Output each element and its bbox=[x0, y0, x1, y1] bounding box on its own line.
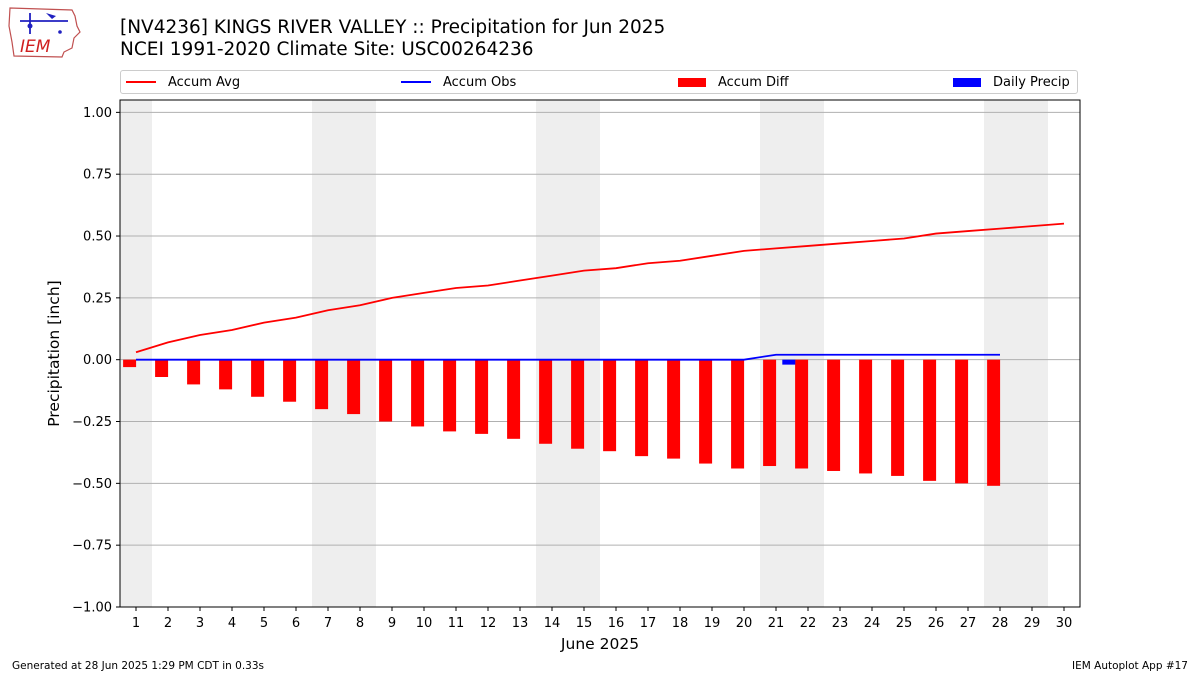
x-tick-label: 25 bbox=[896, 616, 913, 631]
legend-label-accum-avg: Accum Avg bbox=[168, 74, 241, 90]
y-tick-label: 0.50 bbox=[83, 230, 112, 245]
accum-diff-bar bbox=[539, 359, 553, 444]
legend-swatch-accum-diff bbox=[678, 77, 706, 87]
chart-title: [NV4236] KINGS RIVER VALLEY :: Precipita… bbox=[120, 17, 665, 61]
accum-diff-bar bbox=[827, 359, 841, 471]
x-tick-label: 22 bbox=[800, 616, 817, 631]
legend-swatch-daily-precip bbox=[953, 77, 981, 87]
legend-swatch-accum-avg bbox=[126, 81, 156, 83]
accum-diff-bar bbox=[763, 359, 777, 467]
accum-diff-bar bbox=[891, 359, 905, 476]
x-tick-label: 20 bbox=[736, 616, 753, 631]
weekend-band-1 bbox=[312, 100, 376, 607]
x-tick-label: 30 bbox=[1056, 616, 1073, 631]
accum-diff-bar bbox=[379, 359, 393, 422]
x-tick-label: 27 bbox=[960, 616, 977, 631]
y-tick-label: −0.75 bbox=[72, 539, 112, 554]
accum-diff-bar bbox=[699, 359, 713, 464]
legend: Accum Avg Accum Obs Accum Diff Daily Pre… bbox=[120, 70, 1078, 94]
x-tick-label: 24 bbox=[864, 616, 881, 631]
accum-diff-bar bbox=[411, 359, 425, 427]
legend-label-daily-precip: Daily Precip bbox=[993, 74, 1070, 90]
accum-diff-bar bbox=[955, 359, 969, 484]
accum-diff-bar bbox=[795, 359, 809, 469]
x-tick-label: 28 bbox=[992, 616, 1009, 631]
accum-diff-bar bbox=[603, 359, 617, 452]
accum-diff-bar bbox=[123, 359, 137, 368]
y-axis-label: Precipitation [inch] bbox=[45, 280, 63, 426]
accum-diff-bar bbox=[475, 359, 489, 434]
daily-precip-bar bbox=[782, 359, 796, 365]
y-tick-label: −0.25 bbox=[72, 415, 112, 430]
accum-diff-bar bbox=[219, 359, 233, 390]
accum-diff-bar bbox=[731, 359, 745, 469]
x-tick-label: 7 bbox=[324, 616, 332, 631]
legend-label-accum-obs: Accum Obs bbox=[443, 74, 517, 90]
weekend-band-4 bbox=[984, 100, 1048, 607]
x-tick-label: 3 bbox=[196, 616, 204, 631]
title-line-2: NCEI 1991-2020 Climate Site: USC00264236 bbox=[120, 39, 534, 60]
x-axis-label: June 2025 bbox=[560, 635, 639, 653]
x-tick-label: 15 bbox=[576, 616, 593, 631]
accum-diff-bar bbox=[251, 359, 265, 397]
x-tick-label: 16 bbox=[608, 616, 625, 631]
weekend-band-0 bbox=[120, 100, 152, 607]
y-tick-label: −1.00 bbox=[72, 601, 112, 616]
iem-logo: IEM bbox=[8, 7, 81, 58]
y-tick-label: 0.25 bbox=[83, 291, 112, 306]
logo-text: IEM bbox=[20, 37, 51, 57]
x-tick-label: 4 bbox=[228, 616, 236, 631]
x-tick-label: 10 bbox=[416, 616, 433, 631]
accum-diff-bar bbox=[923, 359, 937, 481]
x-tick-label: 12 bbox=[480, 616, 497, 631]
accum-diff-bar bbox=[187, 359, 201, 385]
plot-frame bbox=[119, 99, 1081, 608]
weekend-band-3 bbox=[760, 100, 824, 607]
footer-app: IEM Autoplot App #17 bbox=[1072, 660, 1188, 672]
x-tick-label: 11 bbox=[448, 616, 465, 631]
x-tick-label: 1 bbox=[132, 616, 140, 631]
accum-diff-bar bbox=[347, 359, 361, 415]
y-tick-label: −0.50 bbox=[72, 477, 112, 492]
accum-diff-bar bbox=[315, 359, 329, 410]
legend-item-accum-avg: Accum Avg bbox=[126, 71, 240, 93]
y-tick-label: 0.00 bbox=[83, 353, 112, 368]
legend-swatch-accum-obs bbox=[401, 81, 431, 83]
title-line-1: [NV4236] KINGS RIVER VALLEY :: Precipita… bbox=[120, 17, 666, 38]
footer-generated: Generated at 28 Jun 2025 1:29 PM CDT in … bbox=[12, 660, 265, 672]
x-tick-label: 5 bbox=[260, 616, 268, 631]
legend-item-accum-diff: Accum Diff bbox=[678, 71, 789, 93]
legend-item-accum-obs: Accum Obs bbox=[401, 71, 516, 93]
accum-diff-bar bbox=[667, 359, 681, 459]
weekend-band-2 bbox=[536, 100, 600, 607]
x-tick-label: 21 bbox=[768, 616, 785, 631]
accum-avg-line bbox=[135, 222, 1065, 354]
accum-diff-bar bbox=[283, 359, 297, 402]
accum-diff-bar bbox=[507, 359, 521, 439]
x-tick-label: 2 bbox=[164, 616, 172, 631]
legend-label-accum-diff: Accum Diff bbox=[718, 74, 789, 90]
x-tick-label: 26 bbox=[928, 616, 945, 631]
y-tick-label: 0.75 bbox=[83, 168, 112, 183]
accum-diff-bar bbox=[859, 359, 873, 474]
x-tick-label: 29 bbox=[1024, 616, 1041, 631]
x-tick-label: 8 bbox=[356, 616, 364, 631]
legend-item-daily-precip: Daily Precip bbox=[953, 71, 1070, 93]
x-tick-label: 14 bbox=[544, 616, 561, 631]
y-tick-label: 1.00 bbox=[83, 106, 112, 121]
x-tick-label: 13 bbox=[512, 616, 529, 631]
x-tick-label: 9 bbox=[388, 616, 396, 631]
accum-diff-bar bbox=[155, 359, 169, 377]
accum-diff-bar bbox=[987, 359, 1001, 486]
x-tick-label: 18 bbox=[672, 616, 689, 631]
x-tick-label: 23 bbox=[832, 616, 849, 631]
x-tick-label: 17 bbox=[640, 616, 657, 631]
accum-diff-bar bbox=[571, 359, 585, 449]
accum-diff-bar bbox=[635, 359, 649, 457]
accum-diff-bar bbox=[443, 359, 457, 432]
accum-obs-line bbox=[136, 353, 1000, 361]
x-tick-label: 19 bbox=[704, 616, 721, 631]
x-tick-label: 6 bbox=[292, 616, 300, 631]
